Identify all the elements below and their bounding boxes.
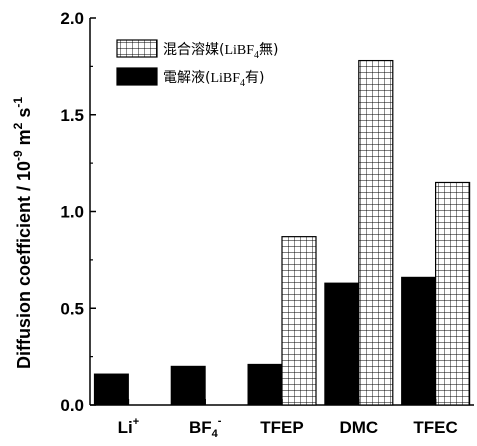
legend-swatch xyxy=(116,67,158,86)
bar-electrolyte-tfec xyxy=(401,276,437,406)
y-tick-label: 0.5 xyxy=(60,299,84,318)
y-tick-label: 2.0 xyxy=(60,9,84,28)
y-axis: 0.0 0.5 1.0 1.5 2.0 xyxy=(60,9,96,415)
x-tick-label: Li+ xyxy=(118,416,140,437)
y-axis-title: Diffusion coefficient / 10-9 m2 s-1 xyxy=(11,97,34,369)
bar-electrolyte-tfep xyxy=(247,363,283,406)
y-tick-label: 1.0 xyxy=(60,203,84,222)
bar-electrolyte-bf xyxy=(170,365,206,406)
legend-label: 電解液(LiBF4有) xyxy=(163,70,265,89)
bar-solvent-dmc xyxy=(358,59,394,406)
x-tick-label: TFEP xyxy=(260,418,303,437)
x-tick-label: DMC xyxy=(339,418,378,437)
bars xyxy=(93,59,471,406)
x-axis: Li+ BF4- TFEP DMC TFEC xyxy=(118,415,458,440)
bar-electrolyte-dmc xyxy=(324,282,360,406)
bar-solvent-tfec xyxy=(435,181,471,406)
y-tick-label: 1.5 xyxy=(60,106,84,125)
x-tick-label: BF4- xyxy=(189,415,222,440)
bar-solvent-tfep xyxy=(281,236,317,406)
legend-label: 混合溶媒(LiBF4無) xyxy=(163,42,279,61)
legend-item-electrolyte: 電解液(LiBF4有) xyxy=(116,67,265,89)
legend: 混合溶媒(LiBF4無) 電解液(LiBF4有) xyxy=(116,39,279,89)
x-tick-label: TFEC xyxy=(413,418,457,437)
y-tick-label: 0.0 xyxy=(60,396,84,415)
bar-electrolyte-li xyxy=(93,373,129,406)
legend-item-solvent: 混合溶媒(LiBF4無) xyxy=(116,39,279,61)
legend-swatch xyxy=(116,39,158,58)
